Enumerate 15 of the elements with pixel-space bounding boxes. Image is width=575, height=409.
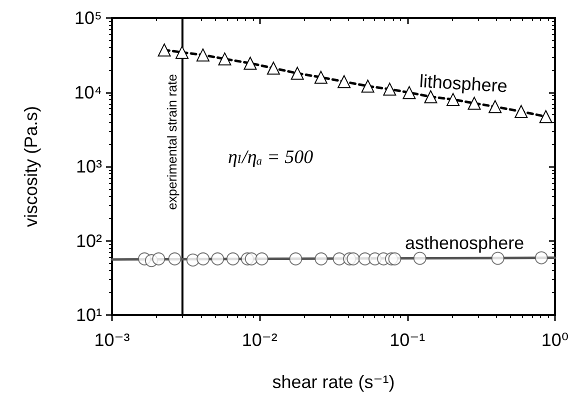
x-tick-label: 10⁻¹ [390,330,426,350]
annotation: ηₗ/ηₐ = 500 [228,147,314,168]
y-tick-label: 10⁵ [74,8,102,28]
annotation: asthenosphere [405,233,524,253]
annotation: lithosphere [418,71,508,96]
x-tick-label: 10⁰ [541,330,569,350]
y-tick-label: 10⁴ [74,82,102,102]
y-tick-label: 10³ [76,156,102,176]
x-tick-label: 10⁻³ [94,330,130,350]
ref-line-label: experimental strain rate [164,74,180,210]
x-axis-title: shear rate (s⁻¹) [272,372,395,392]
y-axis-title: viscosity (Pa.s) [21,106,41,228]
y-tick-label: 10² [76,230,102,251]
x-tick-label: 10⁻² [242,330,278,350]
y-tick-label: 10¹ [76,305,102,325]
